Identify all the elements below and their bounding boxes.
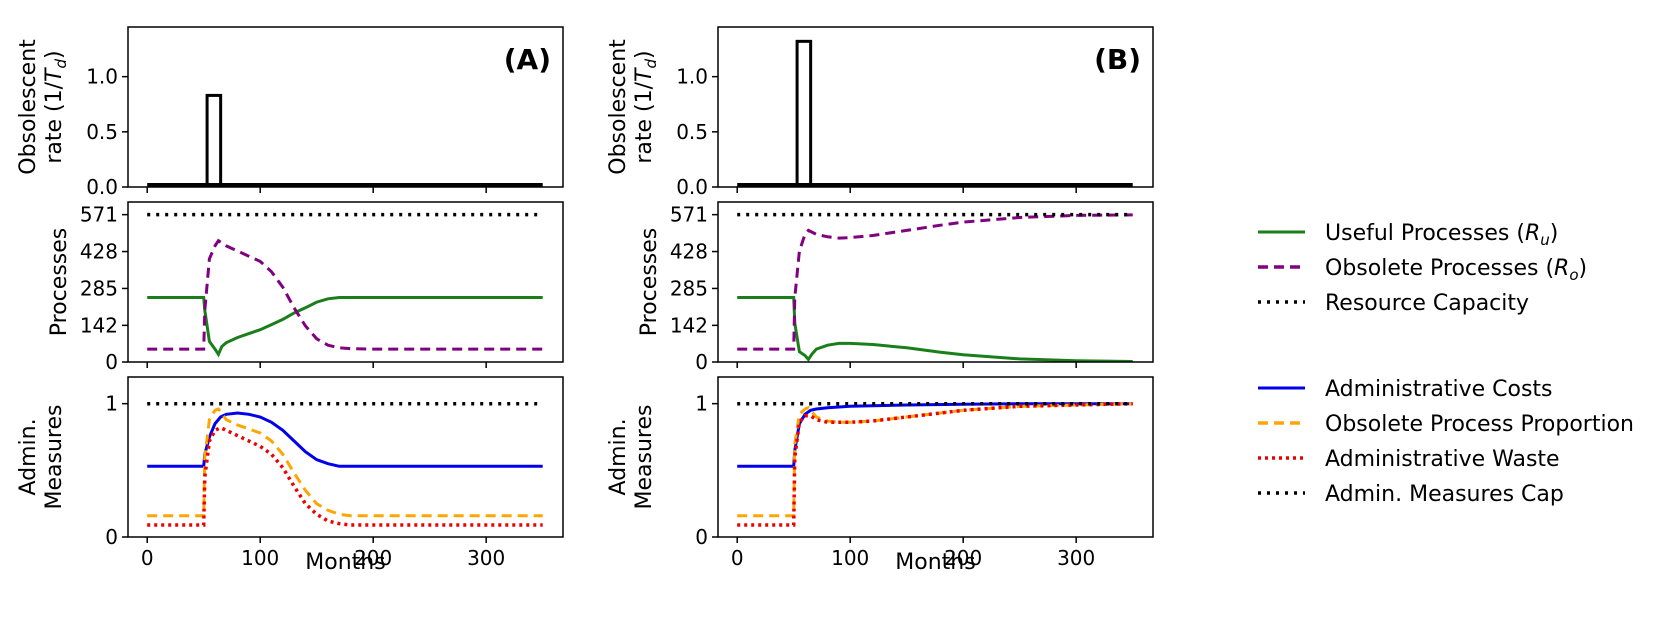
- y-tick-label: 285: [80, 276, 118, 300]
- x-tick-label: 0: [731, 546, 744, 570]
- axes-frame: [127, 201, 564, 363]
- y-tick-label: 142: [670, 313, 708, 337]
- x-tick-label: 0: [141, 546, 154, 570]
- legend-label-useful: Useful Processes (Ru): [1325, 221, 1558, 249]
- subplot-admin: 0 1 0 100 200 300 Admin. Measures: [606, 376, 1154, 570]
- x-tick-label: 100: [241, 546, 279, 570]
- x-tick-label: 300: [467, 546, 505, 570]
- axes-frame: [127, 376, 564, 538]
- y-tick-label: 428: [80, 240, 118, 264]
- series-obsolete: [737, 213, 1133, 351]
- x-tick-label: 300: [1057, 546, 1095, 570]
- series-group: [147, 93, 543, 187]
- y-tick-label: 0: [695, 350, 708, 374]
- series-proportion: [147, 407, 543, 518]
- y-tick-label: 1: [105, 392, 118, 416]
- series-waste: [737, 401, 1133, 527]
- y-tick-label: 428: [670, 240, 708, 264]
- series-group: [737, 39, 1133, 187]
- y-tick-label: 1.0: [676, 65, 708, 89]
- series-costs: [147, 411, 543, 468]
- series-group: [737, 401, 1133, 527]
- legend-label-capacity: Resource Capacity: [1325, 291, 1529, 316]
- series-obsolete: [147, 238, 543, 351]
- y-axis-label: Admin.: [606, 418, 631, 495]
- x-tick-label: 100: [831, 546, 869, 570]
- x-axis-label: Months: [895, 550, 975, 575]
- y-axis-label: Measures: [632, 405, 657, 510]
- panel-b: 0.0 0.5 1.0 Obsolescent rate (1/Td) (B) 0 142 28…: [606, 26, 1154, 575]
- series-group: [147, 401, 543, 527]
- rate-pulse: [205, 93, 223, 187]
- legend: Useful Processes (Ru) Obsolete Processes …: [1258, 221, 1634, 507]
- y-tick-label: 1: [695, 392, 708, 416]
- panel-a: 0.0 0.5 1.0 Obsolescent rate (1/Td) (A) 0 142 28…: [16, 26, 564, 575]
- axes-frame: [717, 201, 1154, 363]
- series-group: [147, 212, 543, 358]
- y-tick-label: 0: [105, 525, 118, 549]
- legend-label-cap: Admin. Measures Cap: [1325, 482, 1564, 507]
- y-tick-label: 0.0: [676, 175, 708, 199]
- panel-label: (B): [1094, 43, 1141, 76]
- subplot-rate: 0.0 0.5 1.0 Obsolescent rate (1/Td) (A): [16, 26, 564, 199]
- y-tick-label: 0.5: [676, 120, 708, 144]
- legend-label-costs: Administrative Costs: [1325, 377, 1553, 402]
- subplot-processes: 0 142 285 428 571 Processes: [637, 201, 1154, 374]
- y-tick-label: 0: [695, 525, 708, 549]
- x-tick-label: 200: [354, 546, 392, 570]
- y-axis-label: Processes: [47, 228, 72, 336]
- series-group: [737, 212, 1133, 362]
- axes-frame: [717, 26, 1154, 188]
- rate-pulse: [795, 39, 813, 187]
- legend-label-proportion: Obsolete Process Proportion: [1325, 412, 1634, 437]
- series-useful: [147, 296, 543, 358]
- y-tick-label: 142: [80, 313, 118, 337]
- y-axis-label: Measures: [42, 405, 67, 510]
- y-axis-label: Obsolescent: [606, 39, 631, 175]
- y-tick-label: 0.0: [86, 175, 118, 199]
- series-proportion: [737, 402, 1133, 518]
- y-tick-label: 571: [80, 203, 118, 227]
- y-axis-label: Processes: [637, 228, 662, 336]
- series-waste: [147, 425, 543, 527]
- y-tick-label: 0.5: [86, 120, 118, 144]
- x-tick-label: 200: [944, 546, 982, 570]
- y-axis-label: Obsolescent: [16, 39, 41, 175]
- subplot-rate: 0.0 0.5 1.0 Obsolescent rate (1/Td) (B): [606, 26, 1154, 199]
- x-axis-label: Months: [305, 550, 385, 575]
- subplot-processes: 0 142 285 428 571 Processes: [47, 201, 564, 374]
- y-tick-label: 0: [105, 350, 118, 374]
- y-tick-label: 571: [670, 203, 708, 227]
- y-axis-label: rate (1/Td): [632, 50, 660, 163]
- series-useful: [737, 296, 1133, 362]
- axes-frame: [717, 376, 1154, 538]
- y-axis-label: rate (1/Td): [42, 50, 70, 163]
- axes-frame: [127, 26, 564, 188]
- y-tick-label: 1.0: [86, 65, 118, 89]
- legend-label-obsolete: Obsolete Processes (Ro): [1325, 256, 1587, 284]
- legend-label-waste: Administrative Waste: [1325, 447, 1560, 472]
- subplot-admin: 0 1 0 100 200 300 Admin. Measures: [16, 376, 564, 570]
- y-tick-label: 285: [670, 276, 708, 300]
- y-axis-label: Admin.: [16, 418, 41, 495]
- panel-label: (A): [504, 43, 551, 76]
